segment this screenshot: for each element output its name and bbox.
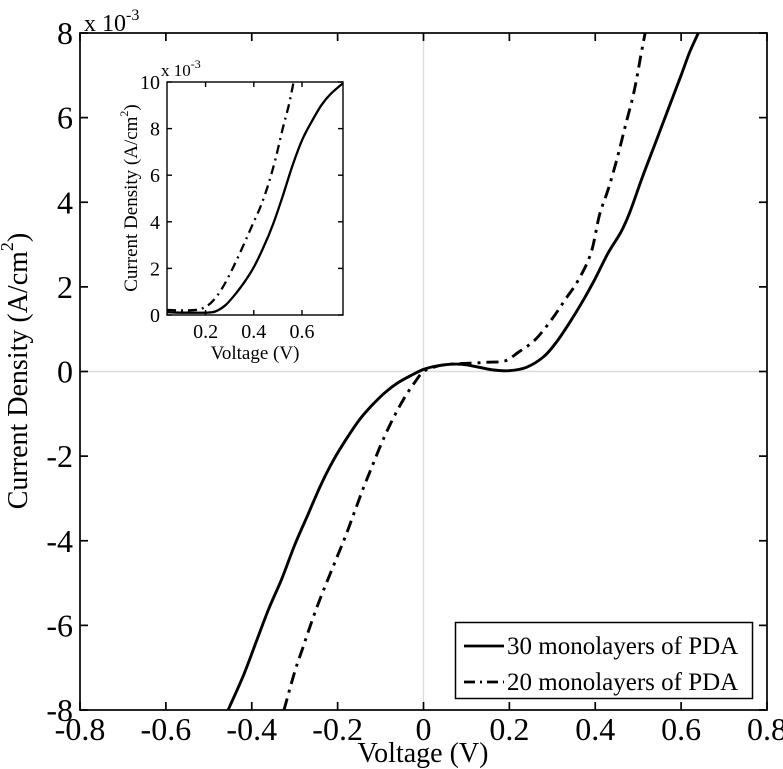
main-y-tick-label: -2 xyxy=(46,438,73,474)
main-y-exponent: x 10-3 xyxy=(84,7,139,37)
main-x-tick-label: -0.2 xyxy=(312,711,363,747)
main-y-axis-label: Current Density (A/cm2) xyxy=(0,233,34,510)
inset-y-tick-label: 8 xyxy=(150,119,160,141)
inset-y-tick-label: 0 xyxy=(150,305,160,327)
inset-curve-solid xyxy=(167,82,343,314)
inset-curve-dashdot xyxy=(167,82,295,312)
inset-y-tick-label: 10 xyxy=(140,72,160,94)
main-x-axis-label: Voltage (V) xyxy=(358,738,489,769)
main-x-tick-label: -0.6 xyxy=(141,711,192,747)
inset-x-tick-label: 0.2 xyxy=(193,321,218,343)
main-x-tick-label: -0.4 xyxy=(226,711,277,747)
main-x-tick-label: 0 xyxy=(416,711,432,747)
legend: 30 monolayers of PDA 20 monolayers of PD… xyxy=(454,621,754,700)
main-y-tick-label: -8 xyxy=(46,692,73,728)
inset-x-tick-label: 0.6 xyxy=(290,321,315,343)
main-y-tick-label: 4 xyxy=(57,184,73,220)
inset-x-axis-label: Voltage (V) xyxy=(211,343,300,364)
main-y-tick-label: 8 xyxy=(57,15,73,51)
legend-box xyxy=(454,621,754,700)
inset-y-tick-label: 2 xyxy=(150,258,160,280)
main-y-tick-label: 2 xyxy=(57,269,73,305)
inset-axes-frame xyxy=(166,81,344,316)
inset-y-tick-label: 6 xyxy=(150,165,160,187)
inset-x-tick-label: 0.4 xyxy=(241,321,266,343)
main-y-tick-label: -6 xyxy=(46,607,73,643)
inset-y-axis-label: Current Density (A/cm2) xyxy=(117,104,142,292)
inset-plot: 0.2 0.4 0.6 0 2 4 6 8 10 xyxy=(140,72,344,343)
legend-label-dashdot: 20 monolayers of PDA xyxy=(507,669,738,696)
legend-label-solid: 30 monolayers of PDA xyxy=(507,633,738,660)
main-x-tick-label: 0.2 xyxy=(489,711,529,747)
main-x-tick-label: -0.8 xyxy=(55,711,106,747)
inset-y-tick-label: 4 xyxy=(150,212,160,234)
main-x-tick-label: 0.8 xyxy=(747,711,783,747)
main-curve-dashdot xyxy=(282,33,647,710)
inset-plot-background xyxy=(167,82,343,315)
main-x-tick-label: 0.6 xyxy=(661,711,701,747)
main-y-tick-label: 0 xyxy=(57,354,73,390)
main-x-tick-label: 0.4 xyxy=(575,711,615,747)
main-y-tick-label: -4 xyxy=(46,523,73,559)
main-y-tick-label: 6 xyxy=(57,100,73,136)
inset-y-exponent: x 10-3 xyxy=(161,57,201,80)
